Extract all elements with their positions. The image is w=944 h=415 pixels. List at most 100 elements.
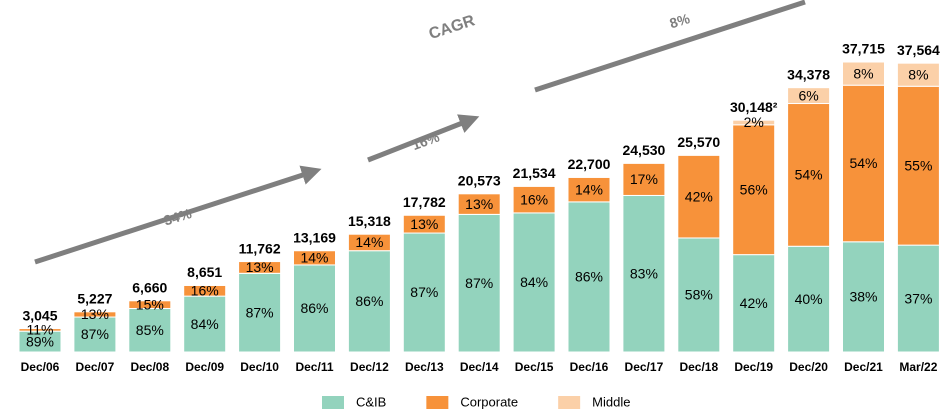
bar-segment [677, 237, 721, 353]
total-label: 22,700 [568, 156, 611, 172]
total-label: 24,530 [622, 142, 665, 158]
bar-segment [128, 307, 172, 353]
segment-label: 13% [81, 306, 109, 322]
bar-segment [677, 154, 721, 239]
x-tick-label: Dec/18 [679, 360, 718, 374]
segment-label: 13% [246, 259, 274, 275]
segment-label: 8% [853, 65, 873, 81]
total-label: 5,227 [77, 291, 112, 307]
segment-label: 87% [465, 275, 493, 291]
bar-segment [128, 300, 172, 309]
bar-segment [896, 85, 940, 246]
x-tick-label: Dec/06 [21, 360, 60, 374]
bar-segment [896, 62, 940, 87]
total-label: 8,651 [187, 264, 222, 280]
segment-label: 6% [798, 87, 818, 103]
bar-segment [567, 176, 611, 203]
x-tick-label: Dec/07 [76, 360, 115, 374]
segment-label: 14% [355, 234, 383, 250]
segment-label: 86% [300, 300, 328, 316]
total-label: 11,762 [239, 240, 281, 256]
segment-label: 14% [575, 181, 603, 197]
segment-label: 13% [465, 196, 493, 212]
bar-segment [347, 233, 391, 252]
segment-label: 38% [849, 289, 877, 305]
legend-label: C&IB [356, 394, 386, 409]
bar-segment [402, 232, 446, 353]
total-label: 20,573 [458, 173, 501, 189]
bar-segment [732, 124, 776, 256]
segment-label: 8% [908, 66, 928, 82]
segment-label: 84% [520, 274, 548, 290]
segment-label: 40% [795, 291, 823, 307]
segment-label: 42% [740, 295, 768, 311]
bar-segment [18, 328, 62, 332]
segment-label: 83% [630, 265, 658, 281]
x-tick-label: Dec/14 [460, 360, 499, 374]
bar-segment [238, 261, 282, 274]
bar-segment [512, 212, 556, 353]
segment-label: 15% [136, 296, 164, 312]
bar-segment [512, 185, 556, 214]
total-label: 3,045 [22, 307, 57, 323]
bar-segment [238, 272, 282, 353]
legend-swatch [558, 396, 581, 409]
legend-swatch [322, 396, 344, 409]
x-tick-label: Mar/22 [899, 360, 937, 374]
legend-label: Middle [592, 394, 630, 409]
bar-segment [73, 316, 117, 353]
bar-segment [622, 194, 666, 353]
annotation: CAGR [427, 12, 477, 43]
x-tick-label: Dec/09 [185, 360, 224, 374]
bar-segment [787, 103, 831, 247]
annotation: 34% [162, 205, 194, 229]
x-tick-label: Dec/13 [405, 360, 444, 374]
cagr-arrow [367, 114, 480, 163]
total-label: 13,169 [293, 229, 336, 245]
cagr-arrow [534, 0, 806, 93]
segment-label: 56% [740, 181, 768, 197]
segment-label: 87% [410, 284, 438, 300]
x-tick-label: Dec/19 [734, 360, 773, 374]
x-tick-label: Dec/10 [240, 360, 279, 374]
total-label: 25,570 [677, 134, 720, 150]
segment-label: 17% [630, 171, 658, 187]
bar-segment [402, 214, 446, 234]
total-label: 15,318 [348, 213, 391, 229]
segment-label: 87% [81, 326, 109, 342]
total-label: 30,148² [730, 99, 778, 115]
segment-label: 42% [685, 188, 713, 204]
segment-label: 86% [355, 293, 383, 309]
bar-segment [732, 119, 776, 126]
bar-segment [183, 295, 227, 353]
bar-segment [293, 264, 336, 353]
bar-segment [183, 284, 227, 297]
cagr-arrow [34, 165, 322, 265]
bar-segment [896, 244, 940, 353]
segment-label: 87% [246, 304, 274, 320]
bar-segment [347, 250, 391, 353]
segment-label: 2% [744, 114, 764, 130]
segment-label: 37% [904, 290, 932, 306]
segment-label: 55% [904, 157, 932, 173]
legend-label: Corporate [460, 394, 518, 409]
segment-label: 85% [136, 322, 164, 338]
segment-label: 89% [26, 333, 54, 349]
x-tick-label: Dec/21 [844, 360, 883, 374]
bar-segment [457, 193, 501, 215]
segment-label: 54% [849, 155, 877, 171]
x-tick-label: Dec/17 [625, 360, 664, 374]
segment-label: 14% [300, 250, 328, 266]
segment-label: 16% [191, 283, 219, 299]
total-label: 6,660 [132, 279, 167, 295]
bar-segment [787, 245, 831, 353]
x-tick-label: Dec/20 [789, 360, 828, 374]
bar-segment [293, 250, 336, 266]
total-label: 17,782 [403, 194, 446, 210]
segment-label: 16% [520, 191, 548, 207]
total-label: 21,534 [513, 165, 556, 181]
bar-segment [842, 61, 885, 86]
total-label: 37,715 [842, 41, 885, 57]
total-label: 34,378 [787, 66, 830, 82]
